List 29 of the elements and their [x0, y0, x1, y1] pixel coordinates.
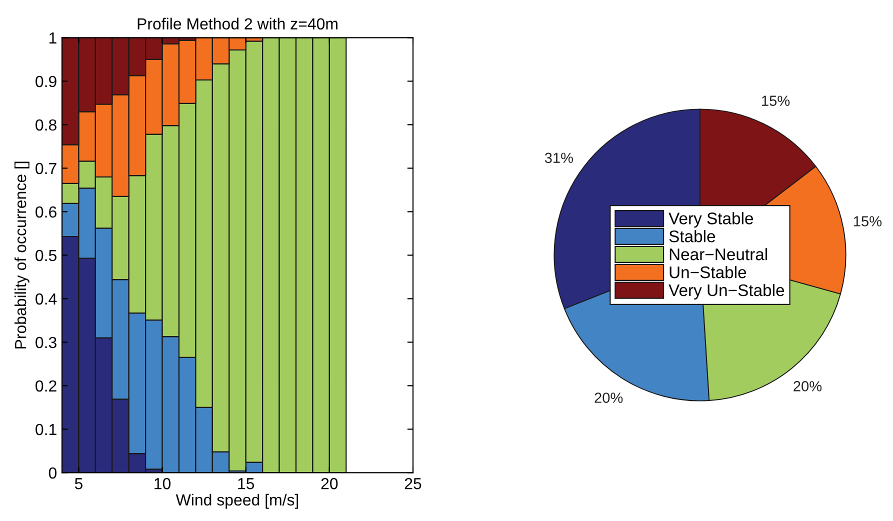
- y-tick-label: 0.9: [36, 76, 56, 88]
- x-tick-label: 10: [154, 478, 171, 490]
- y-tick-label: 0.3: [36, 336, 56, 348]
- x-tick-label: 5: [74, 478, 82, 490]
- y-tick-label: 0: [48, 467, 57, 479]
- data-label: 20%: [594, 392, 623, 403]
- y-axis-title: Probability of occurrence []: [14, 162, 30, 348]
- y-tick-label: 0.8: [36, 119, 56, 131]
- legend-label: Near−Neutral: [670, 248, 767, 260]
- y-tick-label: 1: [49, 32, 56, 44]
- y-tick-label: 0.7: [36, 162, 56, 174]
- x-tick-label: 15: [238, 478, 254, 490]
- x-tick-label: 20: [321, 478, 338, 490]
- data-label: 15%: [762, 96, 790, 106]
- data-label: 31%: [544, 152, 573, 164]
- y-tick-label: 0.4: [36, 293, 57, 305]
- x-tick-label: 25: [404, 478, 422, 490]
- data-label: 20%: [794, 381, 822, 392]
- y-tick-label: 0.5: [36, 250, 56, 262]
- chart-title: Profile Method 2 with z=40m: [138, 18, 338, 30]
- legend-label: Un−Stable: [670, 266, 746, 278]
- legend-label: Very Stable: [668, 212, 754, 228]
- x-axis-title: Wind speed [m/s]: [176, 494, 298, 509]
- y-tick-label: 0.2: [36, 380, 56, 392]
- legend-label: Very Un−Stable: [668, 284, 784, 300]
- legend-label: Stable: [669, 230, 716, 242]
- y-tick-label: 0.1: [36, 424, 56, 436]
- data-label: 15%: [854, 216, 882, 226]
- y-tick-label: 0.6: [36, 206, 56, 218]
